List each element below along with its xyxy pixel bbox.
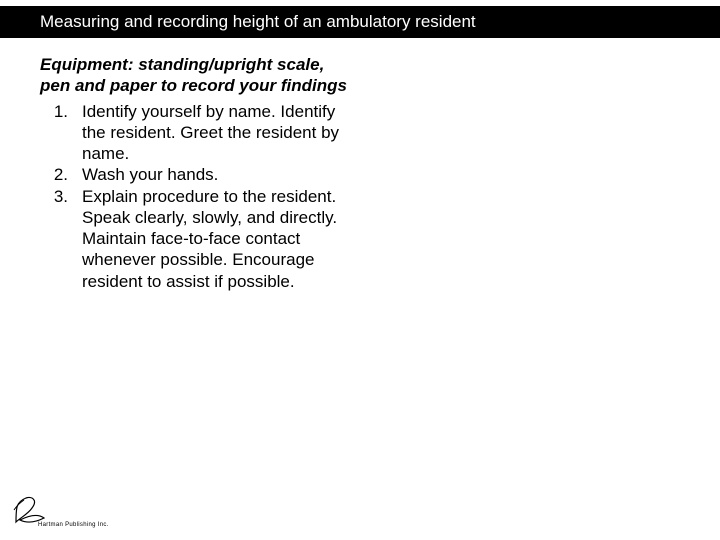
publisher-logo: Hartman Publishing Inc. [10, 494, 120, 530]
step-text: Identify yourself by name. Identify the … [82, 101, 350, 165]
list-item: 2. Wash your hands. [40, 164, 350, 185]
step-text: Wash your hands. [82, 164, 350, 185]
equipment-line: Equipment: standing/upright scale, pen a… [40, 54, 350, 97]
slide: Measuring and recording height of an amb… [0, 0, 720, 540]
logo-text: Hartman Publishing Inc. [38, 522, 109, 528]
title-bar: Measuring and recording height of an amb… [0, 6, 720, 38]
step-number: 1. [40, 101, 82, 165]
list-item: 1. Identify yourself by name. Identify t… [40, 101, 350, 165]
slide-title: Measuring and recording height of an amb… [40, 12, 476, 31]
step-list: 1. Identify yourself by name. Identify t… [40, 101, 350, 292]
content-area: Equipment: standing/upright scale, pen a… [40, 54, 350, 292]
step-text: Explain procedure to the resident. Speak… [82, 186, 350, 292]
list-item: 3. Explain procedure to the resident. Sp… [40, 186, 350, 292]
step-number: 2. [40, 164, 82, 185]
step-number: 3. [40, 186, 82, 292]
